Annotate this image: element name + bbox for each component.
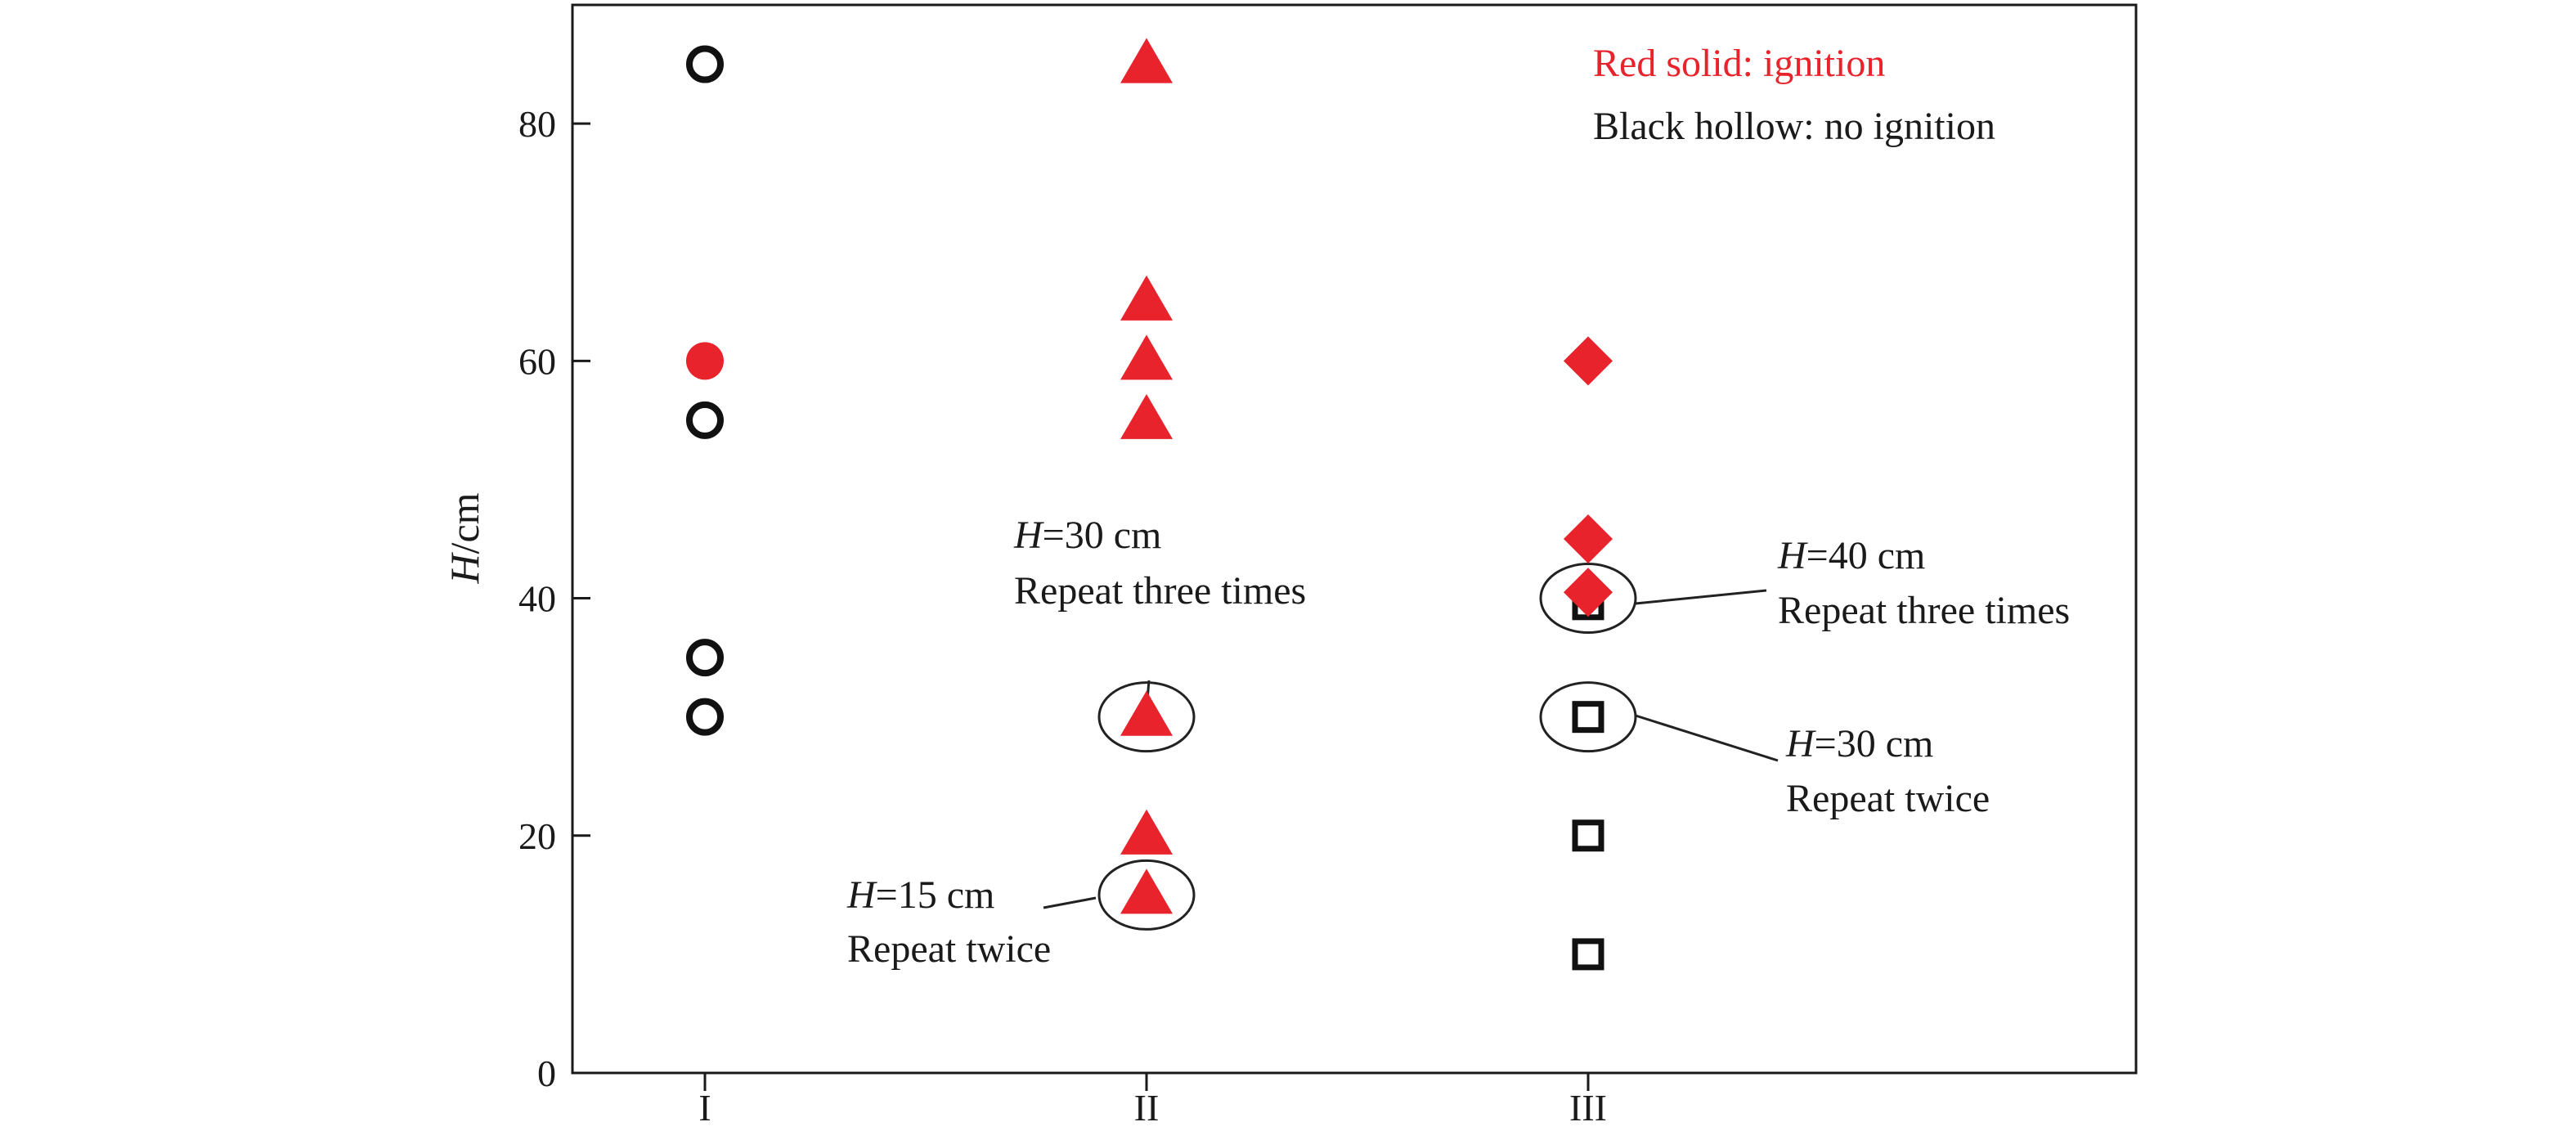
annotation-iii-40-value-number: =40 cm xyxy=(1806,534,1926,577)
annotation-ii-15-value-number: =15 cm xyxy=(876,873,995,917)
annotation-iii-40-value-variable: H xyxy=(1777,534,1808,577)
plot-frame xyxy=(571,3,2138,1075)
annotation-iii-30-note: Repeat twice xyxy=(1786,777,1990,820)
legend: Red solid: ignition Black hollow: no ign… xyxy=(1593,42,1995,148)
annotation-ii-30-value-number: =30 cm xyxy=(1043,514,1162,557)
y-axis-ticks: 0 20 40 60 80 xyxy=(518,103,590,1094)
point-ii-triangle-8 xyxy=(1120,393,1173,439)
point-ii-triangle-11 xyxy=(1120,868,1173,914)
point-iii-diamond-13 xyxy=(1564,514,1613,563)
y-tick-label-60: 60 xyxy=(518,340,556,382)
x-tick-label-ii: II xyxy=(1134,1087,1160,1129)
point-iii-diamond-12 xyxy=(1564,336,1613,386)
y-tick-label-0: 0 xyxy=(537,1052,556,1094)
point-iii-square-16 xyxy=(1572,701,1604,734)
point-ii-triangle-5 xyxy=(1120,38,1173,83)
y-axis-label-variable: H xyxy=(442,552,487,585)
point-iii-square-17 xyxy=(1572,819,1604,852)
annotation-iii-30-value-variable: H xyxy=(1785,722,1816,765)
annotation-ii-15-value-variable: H xyxy=(846,873,877,917)
annotation-iii-30-leader-line xyxy=(1635,714,1779,762)
annotation-ii-15-value: H=15 cm xyxy=(846,873,994,917)
x-axis-ticks: I II III xyxy=(698,1073,1607,1129)
annotation-ii-30-value-variable: H xyxy=(1013,514,1044,557)
point-i-circle-1 xyxy=(686,342,724,380)
data-points xyxy=(686,38,1613,971)
y-tick-label-40: 40 xyxy=(518,578,556,620)
legend-entry-no-ignition: Black hollow: no ignition xyxy=(1593,105,1995,148)
annotation-iii-30-value-number: =30 cm xyxy=(1815,722,1934,765)
annotation-iii-40-leader-line xyxy=(1635,589,1767,605)
x-tick-label-iii: III xyxy=(1569,1087,1607,1129)
point-i-circle-0 xyxy=(686,45,724,83)
point-ii-triangle-6 xyxy=(1120,275,1173,321)
y-tick-label-20: 20 xyxy=(518,815,556,857)
annotation-ii-15-note: Repeat twice xyxy=(847,927,1051,971)
point-iii-diamond-15 xyxy=(1564,568,1613,617)
annotation-iii-40-ellipse xyxy=(1539,563,1637,635)
annotation-iii-30-ellipse xyxy=(1539,681,1637,753)
annotation-iii-30-value: H=30 cm xyxy=(1785,722,1933,765)
point-ii-triangle-7 xyxy=(1120,334,1173,380)
annotation-iii-40-value: H=40 cm xyxy=(1777,534,1925,577)
x-tick-label-i: I xyxy=(698,1087,711,1129)
annotation-ii-15-leader-line xyxy=(1043,896,1097,909)
legend-entry-ignition: Red solid: ignition xyxy=(1593,42,1885,85)
annotation-ii-30-value: H=30 cm xyxy=(1013,514,1161,557)
point-i-circle-3 xyxy=(686,639,724,677)
point-ii-triangle-9 xyxy=(1120,690,1173,736)
point-i-circle-2 xyxy=(686,401,724,439)
point-iii-square-18 xyxy=(1572,938,1604,971)
y-tick-label-80: 80 xyxy=(518,103,556,145)
y-axis-label-unit: /cm xyxy=(442,492,487,554)
annotation-ii-30-note: Repeat three times xyxy=(1014,569,1306,613)
y-axis-label: H/cm xyxy=(442,492,487,584)
point-i-circle-4 xyxy=(686,698,724,736)
annotation-ii-15-ellipse xyxy=(1097,859,1196,931)
annotation-ii-30-ellipse xyxy=(1097,681,1196,753)
annotation-iii-40-note: Repeat three times xyxy=(1778,589,2070,632)
point-ii-triangle-10 xyxy=(1120,809,1173,855)
